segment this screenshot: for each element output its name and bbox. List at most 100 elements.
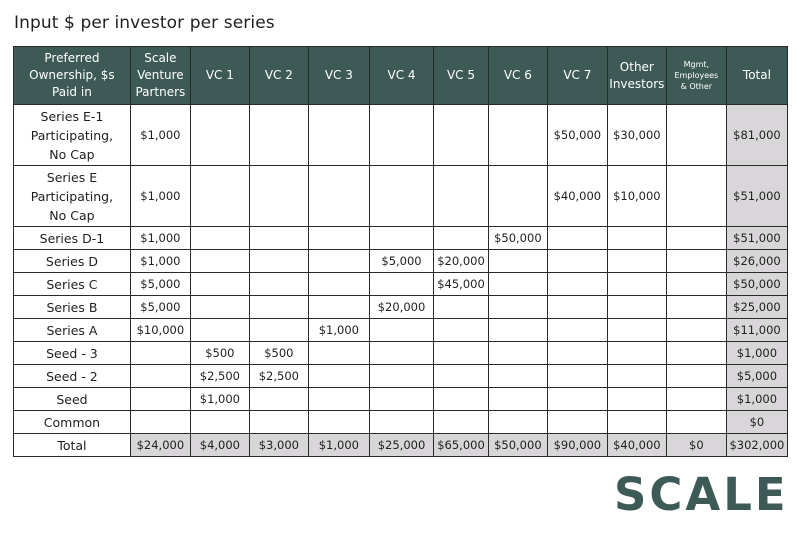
- table-cell: $65,000: [433, 433, 489, 457]
- table-row: Series B $5,000 $20,000 $25,000: [13, 295, 789, 319]
- table-cell: [368, 387, 435, 411]
- table-cell: [248, 295, 309, 319]
- table-cell: [606, 318, 667, 342]
- table-cell: [433, 226, 489, 250]
- table-cell: [546, 318, 608, 342]
- table-cell: [487, 364, 548, 388]
- table-cell: [307, 165, 370, 227]
- column-header: Preferred Ownership, $s Paid in: [13, 46, 131, 105]
- table-cell: $2,500: [248, 364, 309, 388]
- table-cell: $51,000: [725, 165, 789, 227]
- table-cell: $500: [248, 341, 309, 365]
- table-cell: $0: [665, 433, 727, 457]
- table-cell: $5,000: [129, 295, 191, 319]
- table-cell: $1,000: [129, 104, 191, 166]
- table-cell: [248, 165, 309, 227]
- table-row: Series D $1,000 $5,000 $20,000 $26,000: [13, 249, 789, 273]
- table-cell: [368, 226, 435, 250]
- table-cell: $45,000: [433, 272, 489, 296]
- table-cell: [248, 410, 309, 434]
- table-cell: [606, 295, 667, 319]
- table-cell: $20,000: [433, 249, 489, 273]
- table-cell: [606, 249, 667, 273]
- row-label: Series A: [13, 318, 131, 342]
- table-cell: [546, 341, 608, 365]
- table-cell: [307, 341, 370, 365]
- table-cell: [487, 387, 548, 411]
- table-cell: $1,000: [129, 226, 191, 250]
- table-row: Seed $1,000 $1,000: [13, 387, 789, 411]
- table-cell: [433, 318, 489, 342]
- table-cell: [665, 272, 727, 296]
- table-cell: $50,000: [487, 226, 548, 250]
- table-cell: [368, 341, 435, 365]
- table-cell: [368, 364, 435, 388]
- table-cell: $1,000: [129, 165, 191, 227]
- table-row: Common $0: [13, 410, 789, 434]
- table-cell: [129, 341, 191, 365]
- table-cell: [307, 272, 370, 296]
- table-cell: [606, 387, 667, 411]
- table-cell: [368, 165, 435, 227]
- table-row: Series C $5,000 $45,000 $50,000: [13, 272, 789, 296]
- investment-table: Preferred Ownership, $s Paid in Scale Ven…: [13, 46, 789, 457]
- table-row: Seed - 2 $2,500 $2,500 $5,000: [13, 364, 789, 388]
- table-row: Series E Participating, No Cap $1,000 $40,…: [13, 165, 789, 227]
- table-cell: [606, 410, 667, 434]
- table-cell: [487, 165, 548, 227]
- table-cell: [189, 104, 250, 166]
- table-cell: $5,000: [368, 249, 435, 273]
- header-row: Preferred Ownership, $s Paid in Scale Ven…: [13, 46, 789, 105]
- table-cell: $1,000: [189, 387, 250, 411]
- table-body: Series E-1 Participating, No Cap $1,000 $5…: [13, 104, 789, 457]
- table-cell: $5,000: [129, 272, 191, 296]
- table-row: Series D-1 $1,000 $50,000 $51,000: [13, 226, 789, 250]
- table-cell: [606, 226, 667, 250]
- page-title: Input $ per investor per series: [14, 13, 275, 33]
- table-cell: [129, 410, 191, 434]
- table-cell: [487, 318, 548, 342]
- table-cell: $1,000: [725, 341, 789, 365]
- column-header: VC 6: [487, 46, 548, 105]
- table-cell: [665, 364, 727, 388]
- table-cell: [487, 272, 548, 296]
- table-cell: $51,000: [725, 226, 789, 250]
- table-cell: [307, 295, 370, 319]
- table-cell: $50,000: [546, 104, 608, 166]
- row-label: Seed - 2: [13, 364, 131, 388]
- table-cell: [307, 410, 370, 434]
- table-cell: [307, 387, 370, 411]
- table-cell: [189, 165, 250, 227]
- table-cell: [665, 104, 727, 166]
- row-label: Common: [13, 410, 131, 434]
- column-header: Other Investors: [606, 46, 667, 105]
- table-cell: $1,000: [129, 249, 191, 273]
- row-label: Series C: [13, 272, 131, 296]
- table-cell: [368, 272, 435, 296]
- table-row: Series A $10,000 $1,000 $11,000: [13, 318, 789, 342]
- table-cell: $5,000: [725, 364, 789, 388]
- table-cell: $24,000: [129, 433, 191, 457]
- table-cell: $1,000: [725, 387, 789, 411]
- table-cell: [433, 364, 489, 388]
- table-cell: $50,000: [487, 433, 548, 457]
- table-cell: [487, 410, 548, 434]
- table-cell: $90,000: [546, 433, 608, 457]
- row-label: Seed - 3: [13, 341, 131, 365]
- table-cell: [665, 410, 727, 434]
- table-cell: [665, 341, 727, 365]
- table-cell: [487, 104, 548, 166]
- table-cell: [487, 249, 548, 273]
- column-header: VC 5: [433, 46, 489, 105]
- row-label: Series E Participating, No Cap: [13, 165, 131, 227]
- row-label: Series E-1 Participating, No Cap: [13, 104, 131, 166]
- column-header: Mgmt, Employees & Other: [665, 46, 727, 105]
- table-cell: $1,000: [307, 318, 370, 342]
- table-cell: [665, 165, 727, 227]
- table-cell: [487, 341, 548, 365]
- table-cell: [189, 272, 250, 296]
- table-cell: $2,500: [189, 364, 250, 388]
- table-cell: [433, 387, 489, 411]
- table-cell: $30,000: [606, 104, 667, 166]
- row-label: Series D: [13, 249, 131, 273]
